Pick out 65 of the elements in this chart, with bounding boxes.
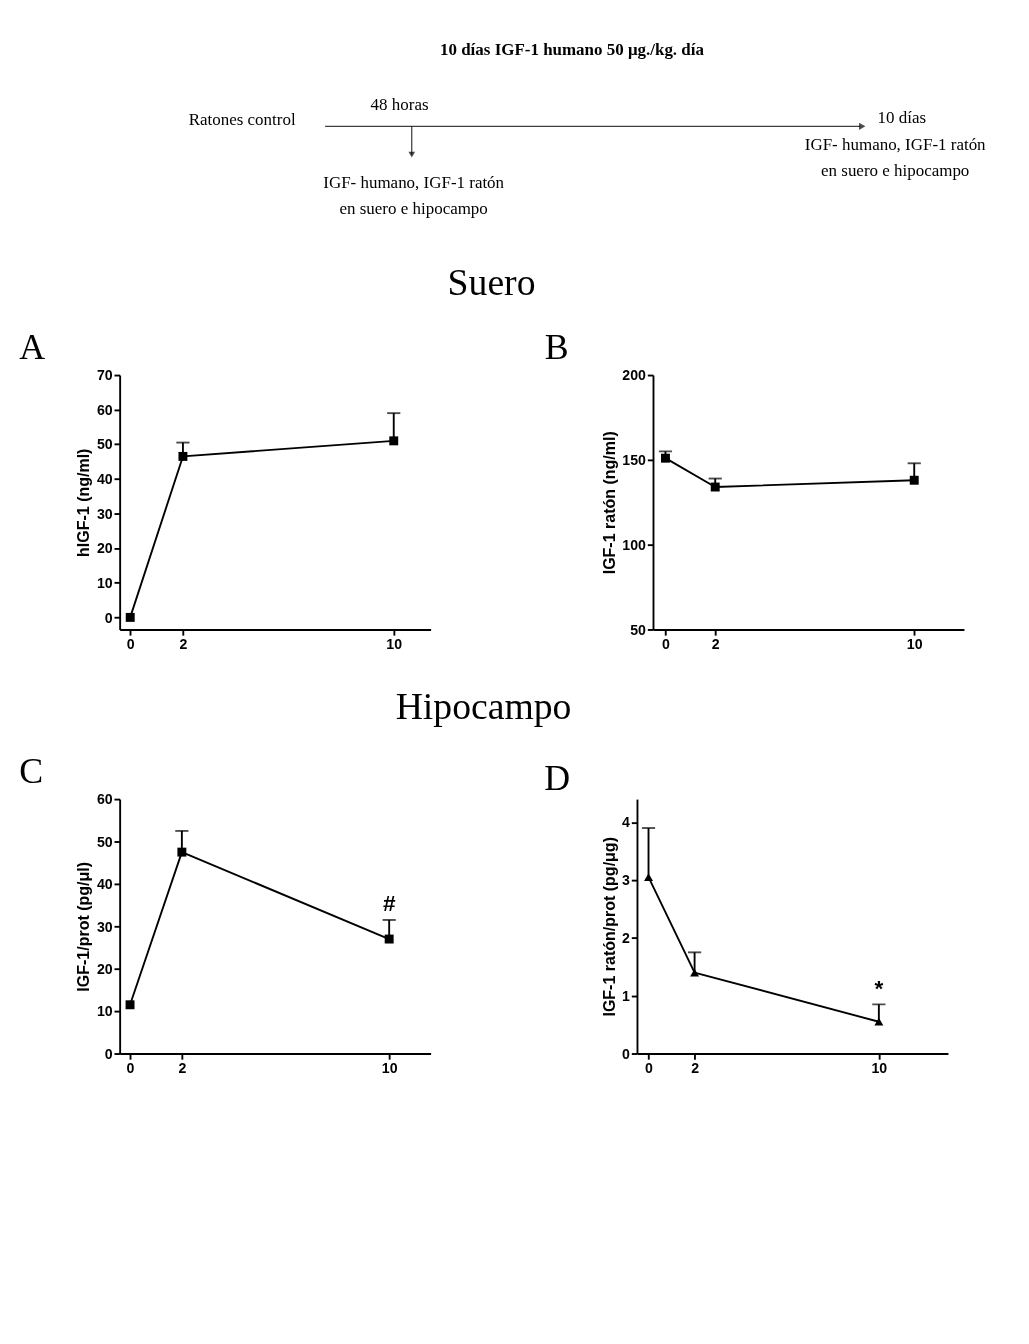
y-tick-label: 20 [96, 960, 113, 977]
y-tick-label: 0 [104, 609, 113, 626]
text: IGF- humano, IGF-1 ratón [804, 134, 987, 154]
point [178, 451, 188, 461]
point [389, 436, 399, 446]
y-axis-title: IGF-1 ratón (ng/ml) [600, 431, 618, 575]
chart-title: C [19, 751, 44, 792]
point [644, 873, 653, 882]
x-tick-label: 2 [691, 1059, 700, 1076]
y-tick-label: 100 [622, 536, 647, 553]
y-tick-label: 50 [630, 621, 647, 638]
chart-title: D [544, 757, 571, 798]
y-tick-label: 4 [622, 814, 631, 831]
x-tick-label: 2 [711, 635, 720, 652]
y-tick-label: 70 [96, 367, 113, 384]
y-tick-label: 0 [104, 1045, 113, 1062]
text: Hipocampo [395, 685, 572, 728]
y-tick-label: 40 [96, 471, 113, 488]
point [710, 482, 720, 492]
y-tick-label: 150 [622, 452, 647, 469]
text: en suero e hipocampo [339, 198, 488, 218]
y-tick-label: 3 [622, 872, 631, 889]
text: en suero e hipocampo [821, 161, 970, 181]
x-tick-label: 0 [126, 1059, 135, 1076]
annotation: * [874, 975, 884, 1001]
y-tick-label: 1 [622, 987, 631, 1004]
y-tick-label: 0 [622, 1045, 631, 1062]
x-tick-label: 2 [178, 1059, 187, 1076]
y-axis-title: IGF-1/prot (pg/μl) [75, 861, 93, 992]
text: 10 días IGF-1 humano 50 μg./kg. día [440, 39, 705, 59]
point [909, 475, 919, 485]
chart-title: B [544, 327, 569, 368]
y-tick-label: 40 [96, 876, 113, 893]
x-tick-label: 2 [179, 635, 188, 652]
y-tick-label: 30 [96, 505, 113, 522]
y-tick-label: 50 [96, 833, 113, 850]
point [125, 1000, 135, 1010]
text: 10 días [877, 108, 927, 128]
chart-title: A [19, 327, 46, 368]
y-tick-label: 30 [96, 918, 113, 935]
point [384, 934, 394, 944]
y-tick-label: 50 [96, 436, 113, 453]
y-tick-label: 200 [622, 367, 647, 384]
text: IGF- humano, IGF-1 ratón [323, 172, 505, 192]
text: Ratones control [188, 110, 296, 130]
y-tick-label: 10 [96, 574, 113, 591]
x-tick-label: 0 [662, 635, 670, 652]
y-axis-title: hIGF-1 (ng/ml) [75, 448, 93, 557]
y-tick-label: 60 [96, 791, 113, 808]
x-tick-label: 0 [126, 635, 135, 652]
x-tick-label: 10 [381, 1059, 398, 1076]
x-tick-label: 10 [906, 635, 923, 652]
y-tick-label: 10 [96, 1003, 113, 1020]
point [125, 612, 135, 622]
point [177, 847, 187, 857]
y-axis-title: IGF-1 ratón/prot (pg/μg) [600, 837, 618, 1017]
text: 48 horas [370, 95, 429, 115]
y-tick-label: 2 [622, 930, 631, 947]
x-tick-label: 10 [386, 635, 403, 652]
y-tick-label: 60 [96, 401, 113, 418]
annotation: # [382, 891, 396, 917]
x-tick-label: 10 [871, 1059, 888, 1076]
y-tick-label: 20 [96, 540, 113, 557]
point [874, 1017, 884, 1026]
text: Suero [447, 260, 536, 303]
